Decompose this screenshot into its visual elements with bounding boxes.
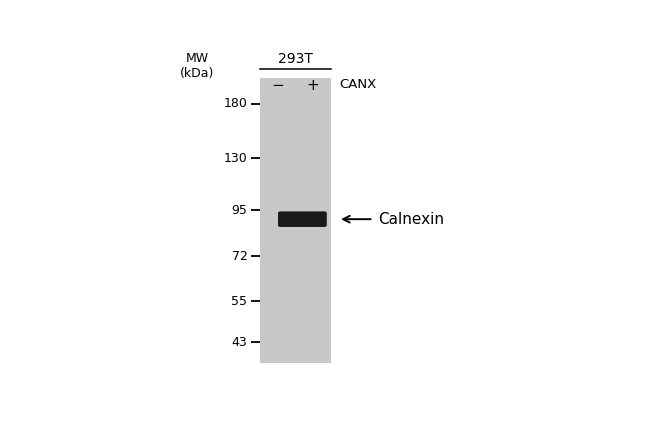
Text: +: + [307, 78, 319, 93]
Text: MW
(kDa): MW (kDa) [180, 51, 214, 79]
Text: 130: 130 [224, 151, 248, 165]
Text: 293T: 293T [278, 52, 313, 66]
Text: 55: 55 [231, 295, 248, 308]
Text: 72: 72 [231, 250, 248, 263]
Text: 180: 180 [224, 97, 248, 111]
Text: Calnexin: Calnexin [378, 212, 445, 227]
Bar [260, 78, 331, 362]
Text: −: − [271, 78, 284, 93]
Text: 43: 43 [232, 335, 248, 349]
FancyBboxPatch shape [278, 211, 327, 227]
Text: CANX: CANX [340, 78, 377, 91]
Text: 95: 95 [231, 204, 248, 216]
